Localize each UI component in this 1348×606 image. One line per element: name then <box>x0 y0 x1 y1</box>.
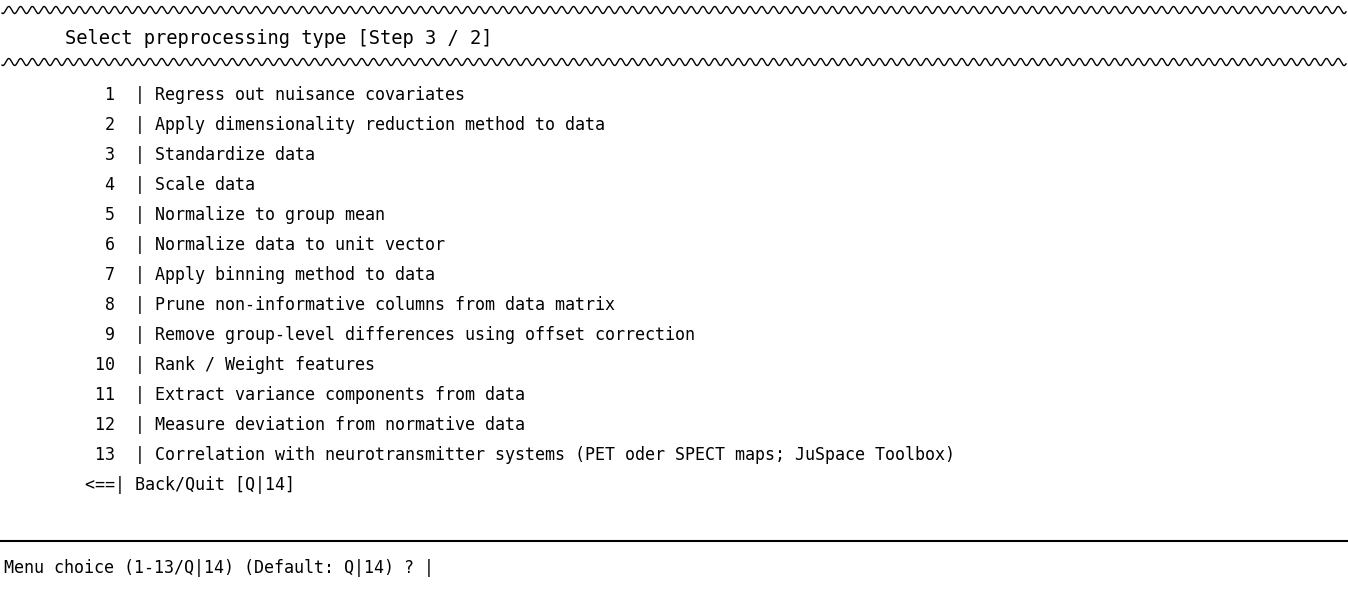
Text: 10  | Rank / Weight features: 10 | Rank / Weight features <box>65 356 375 374</box>
Text: 13  | Correlation with neurotransmitter systems (PET oder SPECT maps; JuSpace To: 13 | Correlation with neurotransmitter s… <box>65 446 954 464</box>
Text: <==| Back/Quit [Q|14]: <==| Back/Quit [Q|14] <box>65 476 295 494</box>
Text: Select preprocessing type [Step 3 / 2]: Select preprocessing type [Step 3 / 2] <box>65 28 492 47</box>
Text: 7  | Apply binning method to data: 7 | Apply binning method to data <box>65 266 434 284</box>
Text: 1  | Regress out nuisance covariates: 1 | Regress out nuisance covariates <box>65 86 465 104</box>
Text: 3  | Standardize data: 3 | Standardize data <box>65 146 314 164</box>
Text: 4  | Scale data: 4 | Scale data <box>65 176 255 194</box>
Text: Menu choice (1-13/Q|14) (Default: Q|14) ? |: Menu choice (1-13/Q|14) (Default: Q|14) … <box>4 559 434 577</box>
Text: 12  | Measure deviation from normative data: 12 | Measure deviation from normative da… <box>65 416 524 434</box>
Text: 9  | Remove group-level differences using offset correction: 9 | Remove group-level differences using… <box>65 326 694 344</box>
Text: 8  | Prune non-informative columns from data matrix: 8 | Prune non-informative columns from d… <box>65 296 615 314</box>
Text: 2  | Apply dimensionality reduction method to data: 2 | Apply dimensionality reduction metho… <box>65 116 605 134</box>
Text: 5  | Normalize to group mean: 5 | Normalize to group mean <box>65 206 384 224</box>
Text: 11  | Extract variance components from data: 11 | Extract variance components from da… <box>65 386 524 404</box>
Text: 6  | Normalize data to unit vector: 6 | Normalize data to unit vector <box>65 236 445 254</box>
